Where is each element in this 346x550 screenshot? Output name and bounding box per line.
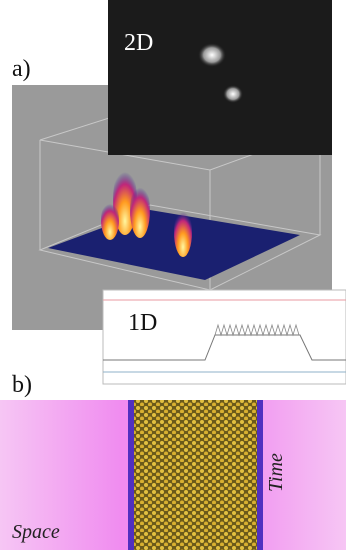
inset-1d-label: 1D	[128, 310, 157, 336]
panel-b-label: b)	[12, 372, 32, 398]
space-label: Space	[12, 521, 60, 543]
figure: 2D a) 1D b) Space Time	[0, 0, 346, 550]
inset-1d	[103, 290, 346, 384]
edge	[128, 400, 134, 550]
spot	[223, 85, 243, 103]
peak	[174, 207, 192, 257]
inset-2d-label: 2D	[124, 30, 153, 56]
edge	[257, 400, 263, 550]
peak	[101, 200, 119, 240]
lattice	[134, 400, 257, 550]
peak	[130, 182, 150, 238]
time-label: Time	[265, 453, 287, 492]
spot	[198, 43, 226, 67]
panel-a-label: a)	[12, 56, 31, 82]
inset-2d	[108, 0, 332, 155]
